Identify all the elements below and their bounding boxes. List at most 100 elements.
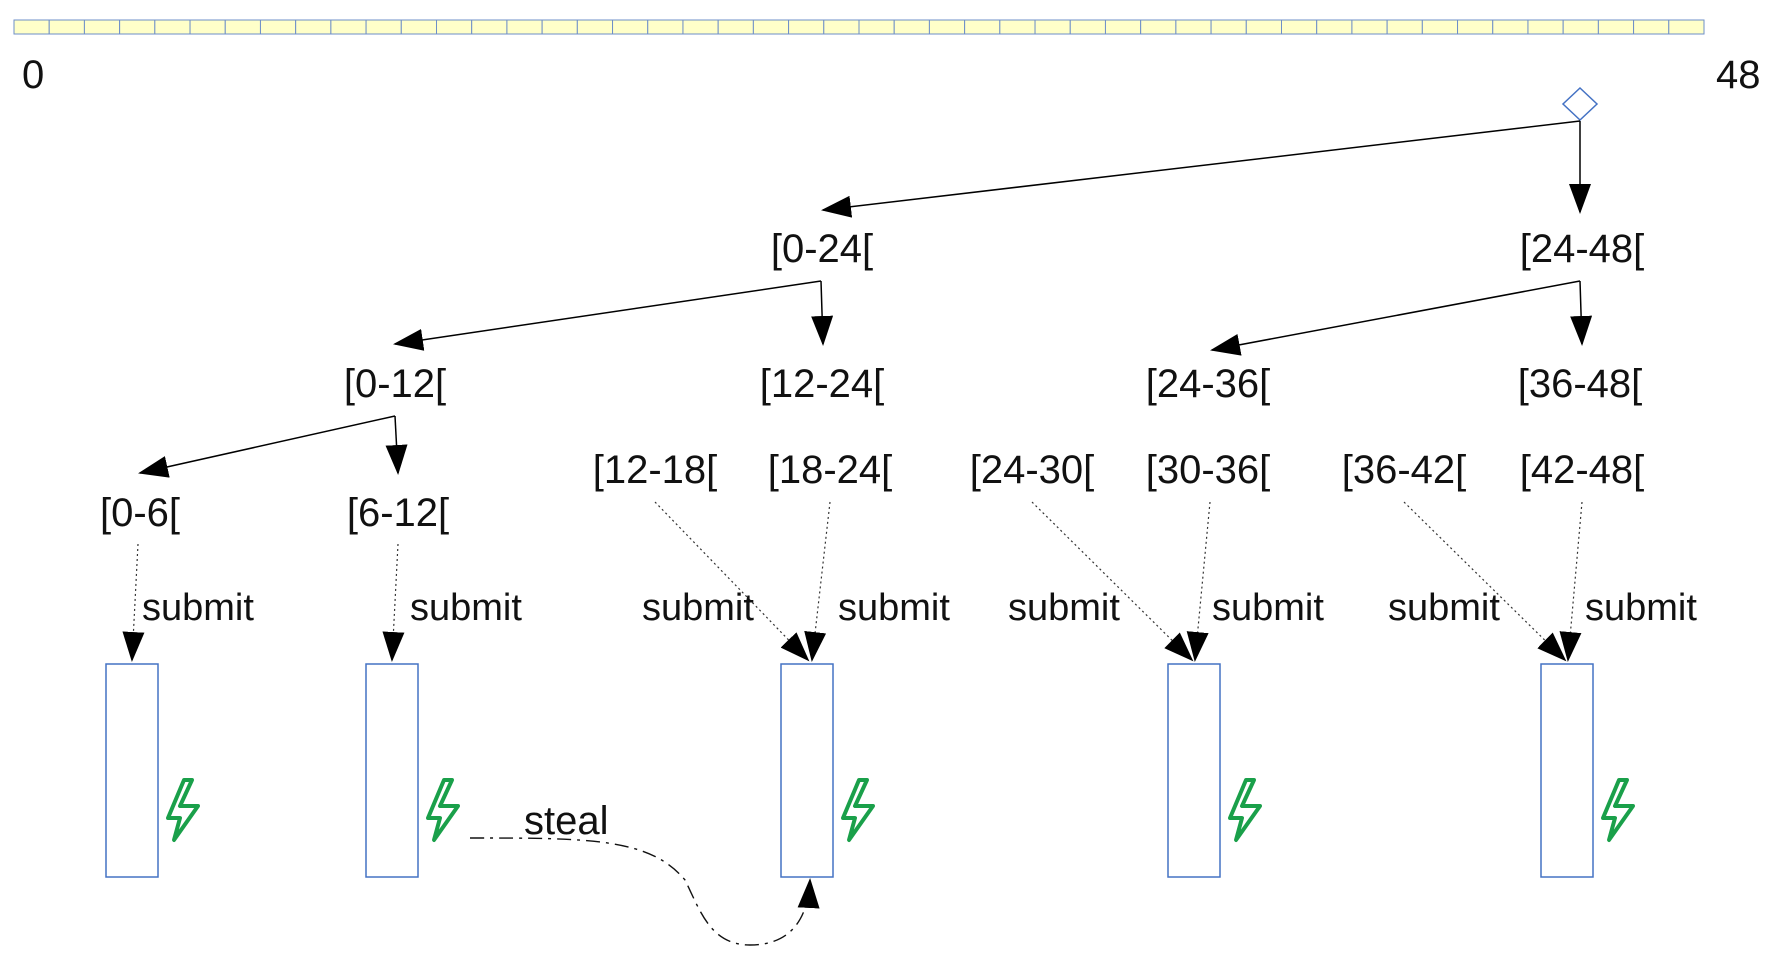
range-label-18-24: [18-24[	[768, 448, 893, 492]
array-cell	[1597, 19, 1635, 35]
submit-label-36-42: submit	[1388, 587, 1500, 629]
array-cell	[1386, 19, 1423, 35]
array-cell	[400, 19, 438, 35]
array-cell	[858, 19, 895, 35]
array-cell	[788, 19, 825, 35]
array-cell	[1316, 19, 1353, 35]
range-label-42-48: [42-48[	[1520, 448, 1645, 492]
submit-arrow-36-42	[1403, 501, 1567, 662]
range-label-12-18: [12-18[	[593, 448, 718, 492]
array-cell	[999, 19, 1036, 35]
submit-label-42-48: submit	[1585, 587, 1697, 629]
submit-label-18-24: submit	[838, 587, 950, 629]
worker-queue-1	[105, 663, 159, 878]
array-cell	[1281, 19, 1318, 35]
steal-label: steal	[524, 799, 609, 843]
lightning-icon	[841, 778, 875, 842]
split-arrow-24-36	[1210, 280, 1581, 356]
array-cell	[330, 19, 367, 35]
worker-queue-4	[1167, 663, 1221, 878]
lightning-icon	[166, 778, 200, 842]
split-arrow-0-24	[821, 120, 1581, 218]
range-label-0-24: [0-24[	[771, 227, 873, 271]
submit-arrow-18-24	[804, 501, 831, 662]
array-cell	[1457, 19, 1494, 35]
split-arrow-0-6	[138, 415, 396, 478]
array-cell	[1421, 19, 1459, 35]
array-cell	[119, 19, 156, 35]
array-cell	[928, 19, 966, 35]
range-label-0-12: [0-12[	[344, 362, 446, 406]
submit-arrow-12-18	[654, 501, 810, 662]
array-cell	[612, 19, 649, 35]
range-label-36-42: [36-42[	[1342, 448, 1467, 492]
submit-label-12-18: submit	[642, 587, 754, 629]
range-label-36-48: [36-48[	[1518, 362, 1643, 406]
lightning-icon	[426, 778, 460, 842]
lightning-icon	[1228, 778, 1262, 842]
array-cell	[1492, 19, 1529, 35]
array-cell	[506, 19, 543, 35]
array-cell	[224, 19, 261, 35]
array-cell	[752, 19, 790, 35]
array-cell	[189, 19, 226, 35]
steal-arrow	[469, 837, 820, 946]
range-label-6-12: [6-12[	[347, 491, 449, 535]
array-cell	[259, 19, 297, 35]
array-cell	[1140, 19, 1177, 35]
array-cell	[1210, 19, 1247, 35]
array-cell	[154, 19, 191, 35]
array-end-label: 48	[1716, 53, 1761, 97]
submit-label-30-36: submit	[1212, 587, 1324, 629]
array-cell	[1668, 19, 1705, 35]
array-cell	[964, 19, 1001, 35]
workers	[166, 778, 1635, 842]
submit-arrow-6-12	[382, 543, 405, 662]
queues	[105, 663, 1594, 878]
array-cell	[13, 19, 50, 35]
range-label-0-6: [0-6[	[100, 491, 180, 535]
array-cell	[823, 19, 860, 35]
submit-arrows	[122, 501, 1583, 662]
array-cell	[1104, 19, 1142, 35]
range-label-30-36: [30-36[	[1146, 448, 1271, 492]
array-cell	[1034, 19, 1071, 35]
array-cell	[1633, 19, 1670, 35]
array-cell	[295, 19, 332, 35]
array-cell	[1245, 19, 1283, 35]
submit-label-6-12: submit	[410, 587, 522, 629]
array-cell	[576, 19, 614, 35]
split-arrow-36-48	[1570, 280, 1593, 346]
range-label-24-30: [24-30[	[970, 448, 1095, 492]
lightning-icon	[1601, 778, 1635, 842]
array-cell	[682, 19, 719, 35]
range-label-24-36: [24-36[	[1146, 362, 1271, 406]
worker-queue-2	[365, 663, 419, 878]
array-cell	[1069, 19, 1106, 35]
array-start-label: 0	[22, 53, 44, 97]
split-arrows	[138, 120, 1593, 478]
split-arrow-6-12	[385, 415, 408, 475]
array-cell	[717, 19, 754, 35]
array-cell	[1562, 19, 1599, 35]
array-cell	[893, 19, 930, 35]
array-cell	[1527, 19, 1564, 35]
submit-arrow-30-36	[1186, 501, 1211, 662]
split-arrow-12-24	[811, 280, 834, 346]
worker-queue-5	[1540, 663, 1594, 878]
array-cell	[1175, 19, 1212, 35]
worker-queue-3	[780, 663, 834, 878]
submit-arrow-42-48	[1559, 501, 1583, 662]
root-diamond-icon	[1561, 86, 1599, 122]
split-arrow-0-12	[393, 280, 822, 351]
submit-label-24-30: submit	[1008, 587, 1120, 629]
range-label-24-48: [24-48[	[1520, 227, 1645, 271]
array-cell	[436, 19, 473, 35]
array-bar	[13, 19, 1705, 35]
range-label-12-24: [12-24[	[760, 362, 885, 406]
submit-arrow-24-30	[1031, 501, 1194, 662]
array-cell	[1351, 19, 1388, 35]
submit-label-0-6: submit	[142, 587, 254, 629]
array-cell	[541, 19, 578, 35]
